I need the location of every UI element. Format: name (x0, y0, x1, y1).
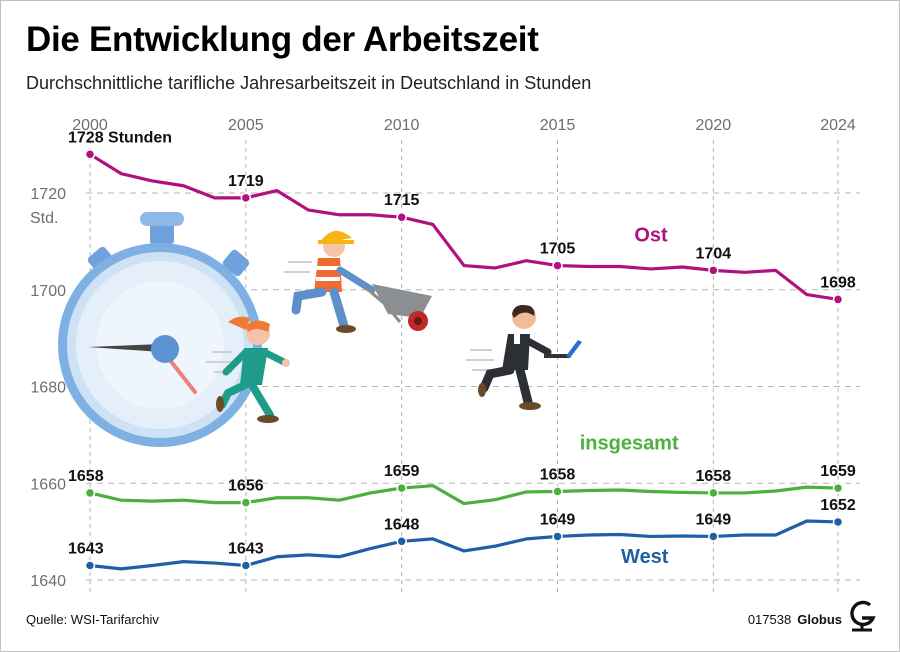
worker-wheelbarrow-icon (284, 230, 432, 333)
data-label-west: 1643 (228, 540, 264, 557)
data-point-insgesamt (396, 482, 407, 494)
woman-running-icon (206, 316, 290, 423)
x-tick-label: 2010 (384, 117, 420, 134)
globus-logo-icon (850, 600, 876, 632)
data-label-ost: 1698 (820, 274, 856, 291)
data-label-west: 1648 (384, 516, 420, 533)
stopwatch-icon (58, 212, 262, 447)
data-label-insgesamt: 1659 (384, 463, 420, 480)
chart-subtitle: Durchschnittliche tarifliche Jahresarbei… (26, 73, 592, 93)
axis-layer: 2000 2005 2010 2015 2020 2024 1640 1660 1680 1700… (30, 117, 856, 590)
y-tick-label: 1660 (30, 476, 66, 493)
data-label-west: 1652 (820, 497, 856, 514)
data-label-ost: 1704 (696, 245, 732, 262)
data-label-insgesamt: 1656 (228, 478, 264, 495)
y-tick-label: 1700 (30, 283, 66, 300)
graphic-id: 017538 (747, 612, 792, 627)
data-label-ost: 1705 (540, 241, 576, 258)
data-point-ost (832, 294, 844, 305)
series-layer (84, 149, 844, 571)
x-tick-label: 2000 (72, 117, 108, 134)
data-label-ost: 1715 (384, 192, 420, 209)
data-label-ost: 1719 (228, 173, 264, 190)
data-point-west (240, 560, 252, 571)
data-label-insgesamt: 1659 (820, 463, 856, 480)
y-tick-label: 1720 (30, 186, 66, 203)
series-name-insgesamt: insgesamt (580, 432, 679, 454)
data-point-ost (240, 192, 252, 204)
data-point-insgesamt (832, 482, 844, 494)
y-tick-label: 1680 (30, 380, 66, 397)
x-tick-label: 2005 (228, 117, 264, 134)
data-label-west: 1649 (540, 511, 576, 528)
brand-name: Globus (797, 612, 842, 627)
x-tick-label: 2024 (820, 117, 856, 134)
data-point-west (396, 536, 407, 547)
data-point-ost (708, 265, 719, 276)
data-point-insgesamt (84, 487, 96, 499)
data-point-ost (84, 149, 96, 160)
chart-title: Die Entwicklung der Arbeitszeit (26, 20, 539, 59)
y-unit-label: Std. (30, 210, 58, 227)
data-point-west (832, 516, 844, 528)
data-label-insgesamt: 1658 (696, 468, 732, 485)
series-line-insgesamt (88, 484, 840, 506)
data-point-ost (396, 211, 407, 223)
businessman-laptop-icon (466, 305, 582, 410)
data-label-insgesamt: 1658 (540, 466, 576, 483)
series-name-ost: Ost (634, 224, 668, 246)
data-point-west (552, 531, 563, 542)
data-label-west: 1649 (696, 511, 732, 528)
x-tick-label: 2015 (540, 117, 576, 134)
data-point-ost (552, 260, 563, 271)
data-label-ost: 1728 Stunden (68, 129, 172, 146)
data-point-insgesamt (708, 487, 719, 499)
data-point-insgesamt (552, 486, 563, 497)
data-label-insgesamt: 1658 (68, 468, 104, 485)
x-tick-label: 2020 (696, 117, 732, 134)
data-label-layer: 1728 Stunden 1719 1715 1705 1704 1698 Ost 1658 1… (68, 129, 856, 568)
credit: 017538 Globus (748, 612, 842, 627)
data-point-west (708, 531, 719, 542)
series-name-west: West (621, 546, 669, 568)
source-note: Quelle: WSI-Tarifarchiv (26, 612, 159, 627)
y-tick-label: 1640 (30, 573, 66, 590)
data-point-insgesamt (240, 497, 252, 508)
data-label-west: 1643 (68, 540, 104, 557)
data-point-west (84, 560, 96, 571)
